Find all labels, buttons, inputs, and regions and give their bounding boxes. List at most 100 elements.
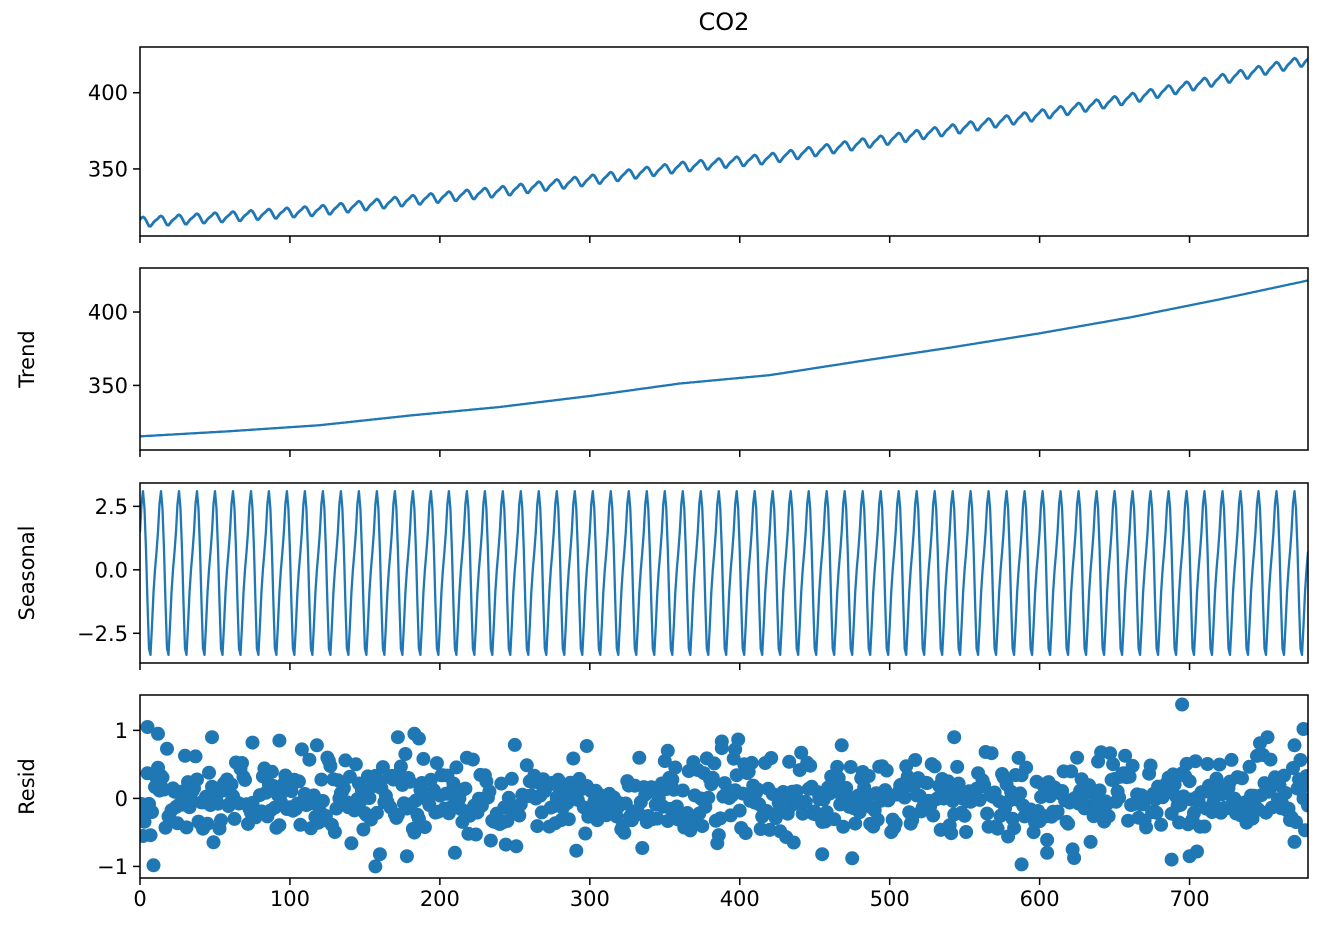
resid-point (566, 751, 581, 766)
y-tick-label: 2.5 (95, 495, 128, 519)
resid-outlier-point (1040, 845, 1055, 860)
resid-point (701, 790, 716, 805)
resid-outlier-point (1296, 722, 1308, 736)
resid-point (717, 776, 732, 791)
resid-point (705, 770, 720, 785)
resid-point (327, 825, 342, 839)
resid-point (1061, 816, 1076, 831)
resid-point (1122, 769, 1137, 784)
trend-ylabel: Trend (15, 330, 39, 388)
resid-point (635, 841, 650, 855)
resid-point (416, 751, 431, 766)
resid-point (336, 781, 351, 796)
resid-point (888, 816, 903, 831)
resid-point (1301, 798, 1308, 813)
resid-point (879, 763, 894, 778)
resid-point (972, 792, 987, 807)
resid-point (206, 835, 221, 850)
resid-point (408, 793, 423, 808)
y-tick-label: −1 (97, 855, 128, 879)
resid-point (1064, 764, 1079, 779)
resid-point (504, 771, 519, 786)
resid-point (398, 747, 413, 761)
resid-outlier-point (1014, 857, 1029, 872)
chart-title: CO2 (698, 8, 750, 36)
resid-point (530, 819, 545, 834)
y-tick-label: 400 (88, 81, 128, 105)
y-tick-label: 350 (88, 374, 128, 398)
resid-point (762, 822, 777, 837)
resid-point (941, 774, 956, 789)
resid-point (950, 759, 965, 774)
resid-point (1289, 815, 1303, 829)
resid-point (750, 782, 765, 797)
resid-point (507, 737, 522, 752)
resid-point (560, 796, 575, 811)
resid-point (984, 746, 999, 761)
resid-point (732, 803, 747, 818)
resid-point (446, 776, 461, 791)
resid-point (1013, 786, 1028, 801)
resid-point (458, 781, 473, 796)
resid-point (1149, 805, 1164, 820)
subplot-seasonal: 2.5 0.0 −2.5 Seasonal (15, 482, 1309, 670)
resid-point (284, 784, 299, 799)
resid-point (695, 819, 710, 834)
resid-point (1212, 757, 1227, 772)
resid-outlier-point (1287, 738, 1302, 753)
resid-outlier-point (140, 720, 155, 734)
resid-point (803, 758, 818, 773)
resid-point (920, 776, 935, 791)
resid-point (178, 748, 192, 763)
resid-point (188, 749, 203, 764)
resid-point (407, 825, 422, 840)
resid-point (1154, 817, 1169, 832)
resid-point (291, 774, 306, 789)
resid-outlier-point (309, 738, 324, 753)
resid-outlier-point (947, 730, 962, 745)
resid-outlier-point (1175, 697, 1190, 712)
resid-point (465, 752, 480, 767)
resid-point (449, 760, 464, 775)
resid-point (764, 751, 779, 765)
resid-point (1070, 750, 1085, 765)
seasonal-axes-frame (139, 482, 1309, 664)
resid-point (795, 806, 810, 821)
resid-point (1235, 771, 1249, 786)
resid-point (1083, 834, 1098, 849)
resid-ylabel: Resid (15, 758, 39, 815)
observed-line (140, 56, 1308, 228)
resid-point (238, 772, 252, 787)
resid-point (160, 741, 174, 756)
resid-point (509, 839, 524, 854)
resid-point (959, 825, 974, 839)
resid-outlier-point (272, 733, 287, 748)
resid-point (977, 777, 992, 792)
resid-outlier-point (151, 726, 165, 741)
resid-point (1242, 759, 1257, 774)
resid-outlier-point (660, 743, 675, 758)
y-tick-label: −2.5 (77, 622, 128, 646)
resid-point (848, 816, 863, 831)
seasonal-line (140, 489, 1308, 657)
resid-point (140, 814, 152, 829)
observed-series (140, 56, 1308, 228)
subplot-trend: 400 350 Trend (15, 267, 1309, 457)
resid-point (980, 806, 995, 821)
resid-point (1118, 748, 1133, 763)
resid-point (1143, 758, 1158, 773)
resid-outlier-point (372, 847, 387, 862)
resid-point (190, 772, 204, 787)
seasonal-series (140, 489, 1308, 657)
resid-point (1050, 804, 1065, 819)
resid-point (1299, 769, 1308, 784)
resid-point (897, 790, 912, 805)
resid-point (356, 822, 371, 837)
resid-point (905, 813, 920, 828)
trend-series (140, 279, 1308, 438)
resid-point (794, 745, 809, 760)
y-tick-label: 1 (115, 719, 128, 743)
resid-point (214, 813, 228, 828)
